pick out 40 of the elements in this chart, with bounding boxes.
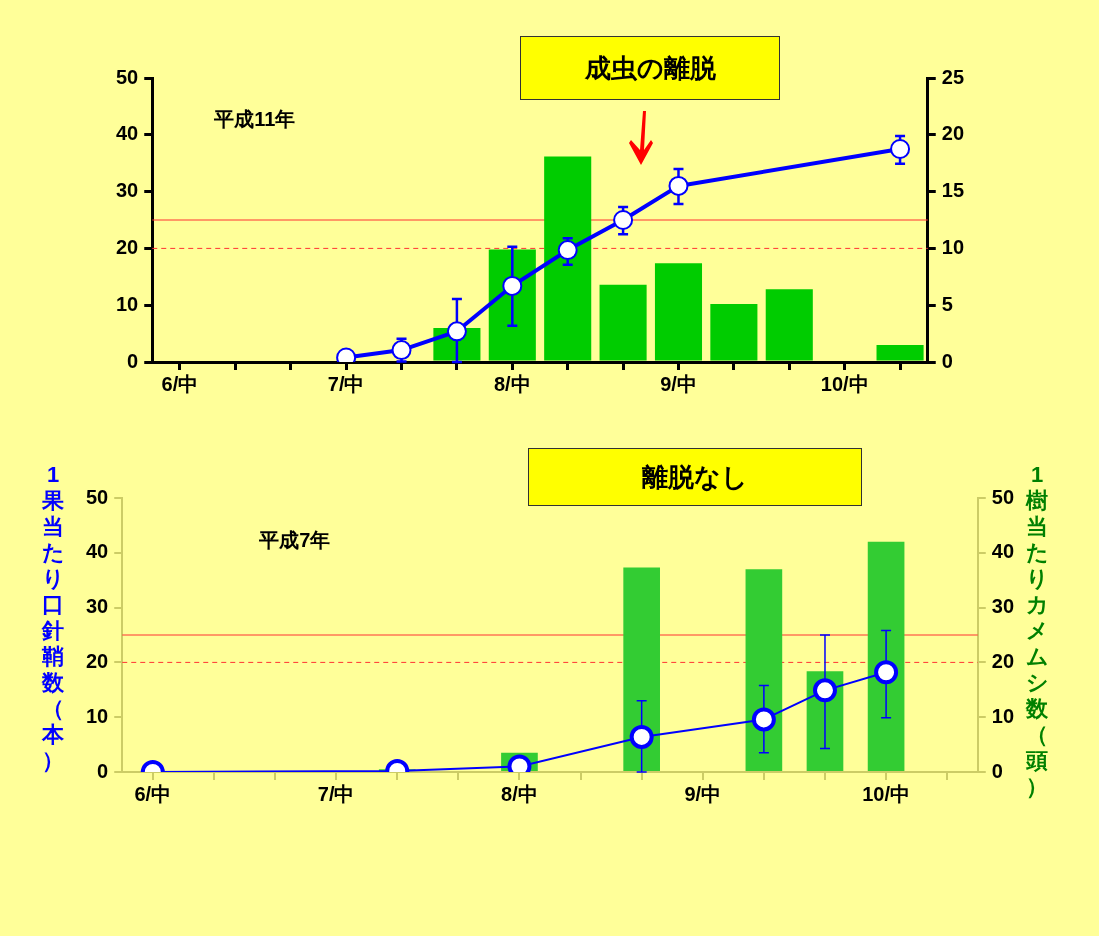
y2-tick-label: 0 bbox=[991, 759, 1003, 782]
x-tick-label: 6/中 bbox=[161, 372, 199, 395]
y2-tick-label: 10 bbox=[941, 235, 964, 258]
y-tick-label: 0 bbox=[127, 349, 139, 372]
y2-tick-label: 30 bbox=[991, 595, 1014, 618]
y2-tick-label: 0 bbox=[941, 349, 953, 372]
y-tick-label: 50 bbox=[116, 65, 139, 88]
y2-tick-label: 20 bbox=[991, 649, 1014, 672]
annotation: 平成7年 bbox=[258, 529, 331, 552]
y-tick-label: 40 bbox=[116, 122, 139, 145]
x-tick-label: 9/中 bbox=[684, 782, 722, 805]
label-box: 成虫の離脱 bbox=[520, 36, 780, 100]
y2-tick-label: 20 bbox=[941, 122, 964, 145]
y-tick-label: 50 bbox=[86, 485, 109, 508]
x-tick-label: 6/中 bbox=[134, 782, 172, 805]
text: 1樹当たりカメムシ数（頭） bbox=[1025, 462, 1049, 799]
y2-tick-label: 10 bbox=[991, 704, 1014, 727]
x-tick-label: 8/中 bbox=[501, 782, 538, 805]
x-tick-label: 8/中 bbox=[493, 372, 531, 395]
y-tick-label: 20 bbox=[116, 235, 139, 258]
x-tick-label: 10/中 bbox=[862, 782, 910, 805]
y2-tick-label: 40 bbox=[991, 540, 1014, 563]
y-tick-label: 30 bbox=[86, 595, 109, 618]
y-tick-label: 10 bbox=[116, 292, 139, 315]
y-tick-label: 40 bbox=[86, 540, 109, 563]
y-tick-label: 20 bbox=[86, 649, 109, 672]
annotation: 平成11年 bbox=[213, 108, 296, 131]
y2-tick-label: 5 bbox=[941, 292, 953, 315]
y-tick-label: 10 bbox=[86, 704, 109, 727]
label-box: 離脱なし bbox=[528, 448, 862, 506]
x-tick-label: 7/中 bbox=[327, 372, 365, 395]
x-tick-label: 10/中 bbox=[820, 372, 869, 395]
y-tick-label: 30 bbox=[116, 179, 139, 202]
text: 1果当たり口針鞘数（本） bbox=[41, 462, 65, 773]
x-tick-label: 9/中 bbox=[660, 372, 697, 395]
y-tick-label: 0 bbox=[97, 759, 109, 782]
y2-tick-label: 25 bbox=[941, 65, 964, 88]
x-tick-label: 7/中 bbox=[317, 782, 355, 805]
y2-tick-label: 50 bbox=[991, 485, 1014, 508]
y2-tick-label: 15 bbox=[941, 179, 964, 202]
